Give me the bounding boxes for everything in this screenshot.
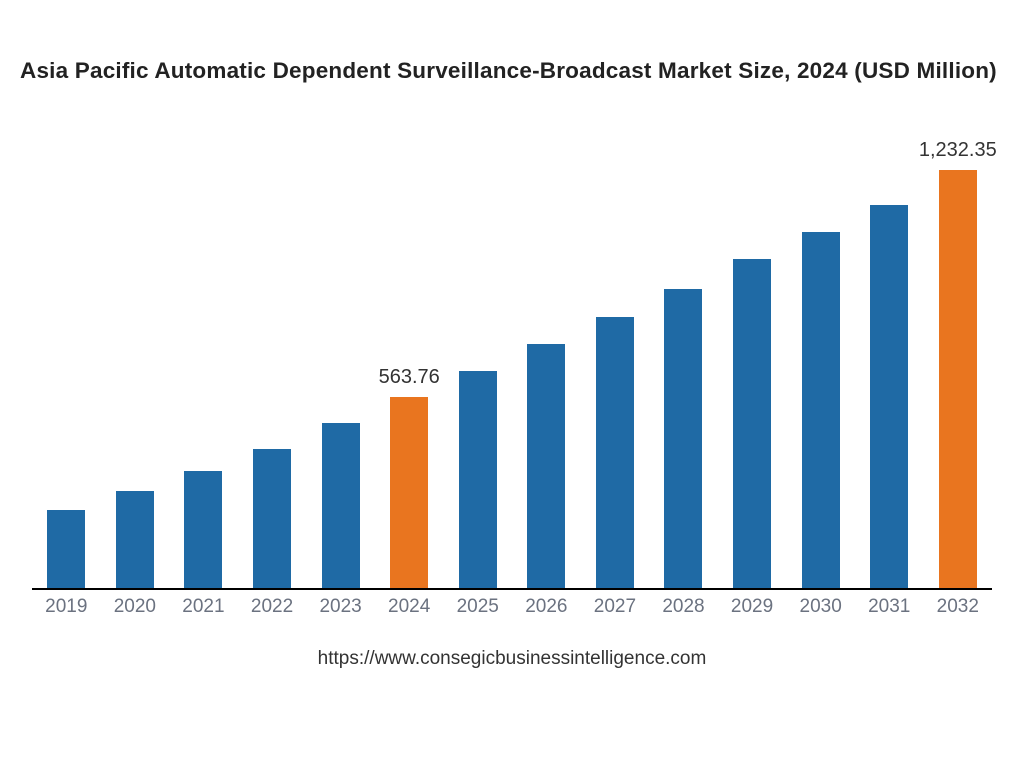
bar-slot: 1,232.35 xyxy=(924,170,993,588)
bar xyxy=(527,344,565,588)
bar-slot xyxy=(238,449,307,588)
bar-value-label: 563.76 xyxy=(379,366,440,389)
bar-slot xyxy=(32,510,101,588)
bar-slot xyxy=(306,423,375,588)
bar xyxy=(596,317,634,588)
bar xyxy=(322,423,360,588)
bar xyxy=(459,371,497,588)
bar xyxy=(116,491,154,588)
bars-group: 563.76 1,232.35 xyxy=(32,130,992,588)
chart-plot-area: 563.76 1,232.35 xyxy=(32,130,992,590)
x-axis-label: 2022 xyxy=(238,596,307,618)
x-axis-label: 2029 xyxy=(718,596,787,618)
bar-slot xyxy=(786,232,855,588)
bar-slot xyxy=(512,344,581,588)
bar xyxy=(47,510,85,588)
x-axis-label: 2026 xyxy=(512,596,581,618)
bar xyxy=(253,449,291,588)
x-axis-line xyxy=(32,588,992,590)
bar-value-label: 1,232.35 xyxy=(919,139,997,162)
bar xyxy=(802,232,840,588)
chart-title: Asia Pacific Automatic Dependent Surveil… xyxy=(20,58,997,84)
bar xyxy=(664,289,702,588)
x-axis-label: 2020 xyxy=(101,596,170,618)
x-axis-label: 2019 xyxy=(32,596,101,618)
bar-slot xyxy=(855,205,924,588)
bar xyxy=(870,205,908,588)
bar-slot xyxy=(581,317,650,588)
x-axis-label: 2031 xyxy=(855,596,924,618)
bar-slot xyxy=(649,289,718,588)
bar xyxy=(939,170,977,588)
x-axis-label: 2021 xyxy=(169,596,238,618)
x-axis-label: 2025 xyxy=(443,596,512,618)
x-axis-label: 2028 xyxy=(649,596,718,618)
bar-slot: 563.76 xyxy=(375,397,444,588)
bar-slot xyxy=(169,471,238,588)
chart-container: Asia Pacific Automatic Dependent Surveil… xyxy=(0,0,1024,768)
credit-text: https://www.consegicbusinessintelligence… xyxy=(0,648,1024,670)
bar-slot xyxy=(443,371,512,588)
bar xyxy=(733,259,771,588)
x-axis-label: 2032 xyxy=(924,596,993,618)
x-axis-labels: 2019202020212022202320242025202620272028… xyxy=(32,596,992,618)
x-axis-label: 2027 xyxy=(581,596,650,618)
x-axis-label: 2023 xyxy=(306,596,375,618)
x-axis-label: 2024 xyxy=(375,596,444,618)
bar xyxy=(390,397,428,588)
bar-slot xyxy=(718,259,787,588)
bar-slot xyxy=(101,491,170,588)
bar xyxy=(184,471,222,588)
x-axis-label: 2030 xyxy=(786,596,855,618)
